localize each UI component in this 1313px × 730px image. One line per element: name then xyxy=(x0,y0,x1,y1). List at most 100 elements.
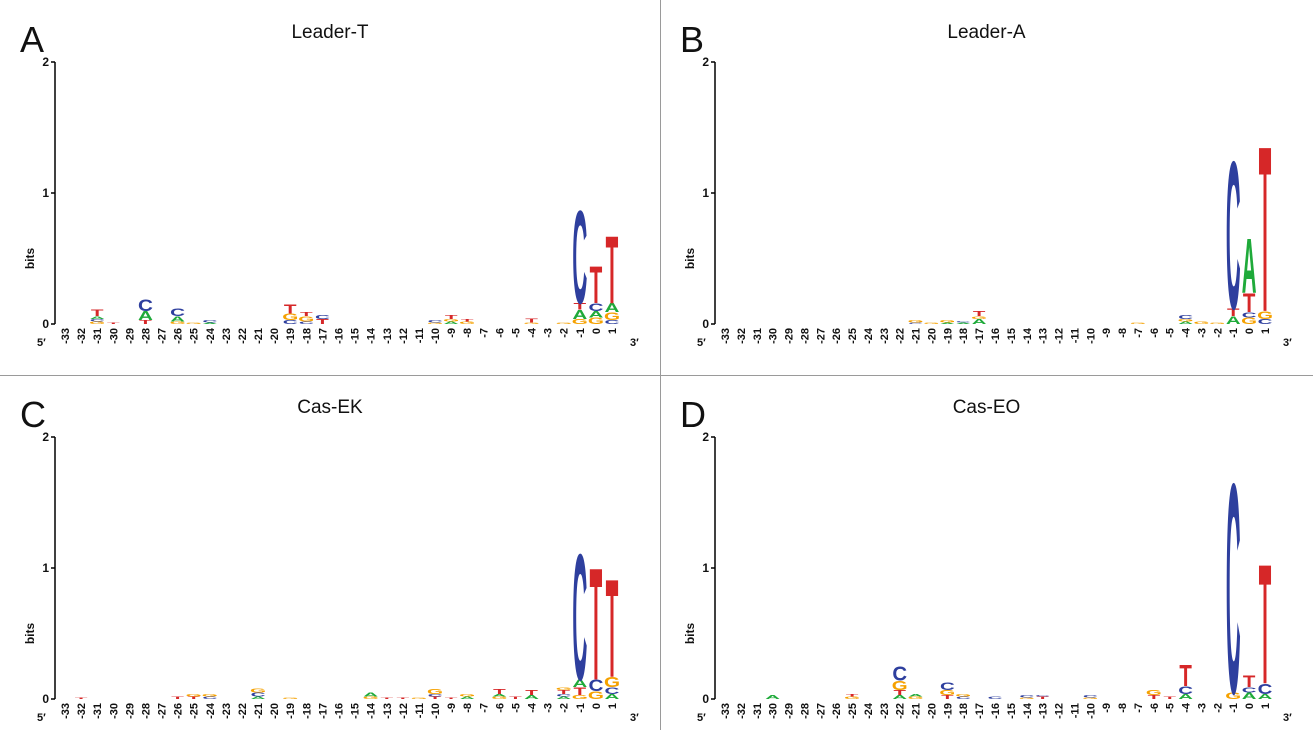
position-label: -29 xyxy=(784,328,796,344)
letter-t-glyph: T xyxy=(590,257,603,315)
panel-d: D Cas-EO 0 1 2 bits 5′ 3′ -33 -32 -31 -30 -29 -28 -27-… xyxy=(660,375,1313,730)
position-label: -9 xyxy=(1101,328,1113,338)
position-label: -1 xyxy=(1228,328,1240,338)
letter-g-glyph: G xyxy=(1194,321,1210,325)
letter-t-glyph: T xyxy=(1259,529,1271,720)
position-label: -30 xyxy=(768,703,780,719)
position-label: -16 xyxy=(990,328,1002,344)
position-label: -3 xyxy=(543,328,555,338)
position-label: -29 xyxy=(784,703,796,719)
y-tick-label: 2 xyxy=(702,430,709,444)
letter-t-glyph: T xyxy=(316,318,329,326)
letter-g-glyph: G xyxy=(604,310,620,323)
letter-g-glyph: G xyxy=(363,696,379,700)
letter-t-glyph: T xyxy=(107,323,120,325)
chart-title: Leader-T xyxy=(291,22,368,43)
letter-g-glyph: G xyxy=(572,694,588,700)
panel-letter: B xyxy=(680,19,704,60)
five-prime-label: 5′ xyxy=(37,712,46,724)
position-label: -11 xyxy=(1069,703,1081,718)
letter-t-glyph: T xyxy=(1243,288,1256,319)
position-label: -3 xyxy=(1196,328,1208,338)
letter-c-glyph: C xyxy=(1226,422,1241,730)
position-label: 1 xyxy=(607,328,619,334)
position-label: -2 xyxy=(559,703,571,713)
letter-g-glyph: G xyxy=(282,313,298,323)
position-label: -32 xyxy=(736,703,748,719)
letter-t-glyph: T xyxy=(429,696,442,700)
letter-a-glyph: A xyxy=(556,696,571,700)
letter-c-glyph: C xyxy=(908,322,923,324)
position-label: -2 xyxy=(559,328,571,338)
letter-c-glyph: C xyxy=(1242,311,1257,319)
y-tick-label: 1 xyxy=(702,186,709,200)
letter-c-glyph: C xyxy=(90,318,105,322)
position-label: -13 xyxy=(382,703,394,719)
position-label: -6 xyxy=(1149,328,1161,338)
position-label: -24 xyxy=(863,702,875,719)
letter-a-glyph: A xyxy=(524,694,539,700)
position-label: -22 xyxy=(895,703,907,719)
position-label: -23 xyxy=(221,703,233,719)
position-label: -3 xyxy=(1196,703,1208,713)
position-label: -23 xyxy=(879,703,891,719)
letter-g-glyph: G xyxy=(1209,322,1225,324)
position-label: -22 xyxy=(895,328,907,344)
position-label: -19 xyxy=(942,703,954,719)
position-label: -4 xyxy=(527,702,539,713)
position-label: -17 xyxy=(974,703,986,719)
letter-a-glyph: A xyxy=(170,315,185,323)
letter-c-glyph: C xyxy=(588,676,603,694)
letter-c-glyph: C xyxy=(572,184,587,332)
letter-g-glyph: G xyxy=(427,688,443,696)
letter-a-glyph: A xyxy=(444,321,459,325)
position-label: -5 xyxy=(510,328,522,338)
position-label: -27 xyxy=(815,328,827,344)
letter-t-glyph: T xyxy=(284,302,297,317)
position-label: -25 xyxy=(847,328,859,344)
position-label: -6 xyxy=(494,703,506,713)
letter-a-glyph: A xyxy=(572,677,587,690)
letter-t-glyph: T xyxy=(187,696,200,700)
panel-letter: D xyxy=(680,394,706,435)
position-label: -1 xyxy=(1228,703,1240,713)
panel-letter: A xyxy=(20,19,44,60)
position-label: -27 xyxy=(815,703,827,719)
position-label: -16 xyxy=(334,703,346,719)
position-label: -27 xyxy=(157,328,169,344)
letter-a-glyph: A xyxy=(1258,693,1273,701)
letter-t-glyph: T xyxy=(846,693,859,697)
chart-title: Cas-EK xyxy=(297,397,363,418)
position-label: -5 xyxy=(1165,328,1177,338)
position-label: -12 xyxy=(398,703,410,719)
position-label: -5 xyxy=(510,703,522,713)
position-label: -18 xyxy=(958,703,970,719)
y-axis-label: bits xyxy=(23,248,37,270)
letter-c-glyph: C xyxy=(588,301,603,314)
letter-t-glyph: T xyxy=(171,696,184,700)
letter-g-glyph: G xyxy=(588,689,604,702)
position-label: -8 xyxy=(462,328,474,338)
letter-g-glyph: G xyxy=(186,323,202,325)
letter-a-glyph: A xyxy=(251,696,266,700)
panel-b: B Leader-A 0 1 2 bits 5′ 3′ -33 -32 -31 -30 -29 -28 -2… xyxy=(660,0,1313,375)
letter-t-glyph: T xyxy=(75,698,88,700)
position-label: -21 xyxy=(253,328,265,344)
y-tick-label: 2 xyxy=(702,55,709,69)
position-label: -10 xyxy=(1085,328,1097,344)
position-label: -3 xyxy=(543,703,555,713)
letter-c-glyph: C xyxy=(605,319,620,325)
letter-t-glyph: T xyxy=(973,310,986,318)
position-label: -32 xyxy=(736,328,748,344)
letter-g-glyph: G xyxy=(250,688,266,694)
letter-a-glyph: A xyxy=(138,308,153,323)
letter-c-glyph: C xyxy=(956,321,971,323)
position-label: -22 xyxy=(237,328,249,344)
position-label: -23 xyxy=(879,328,891,344)
letter-a-glyph: A xyxy=(572,307,587,322)
position-label: -9 xyxy=(446,703,458,713)
position-label: -8 xyxy=(1117,703,1129,713)
